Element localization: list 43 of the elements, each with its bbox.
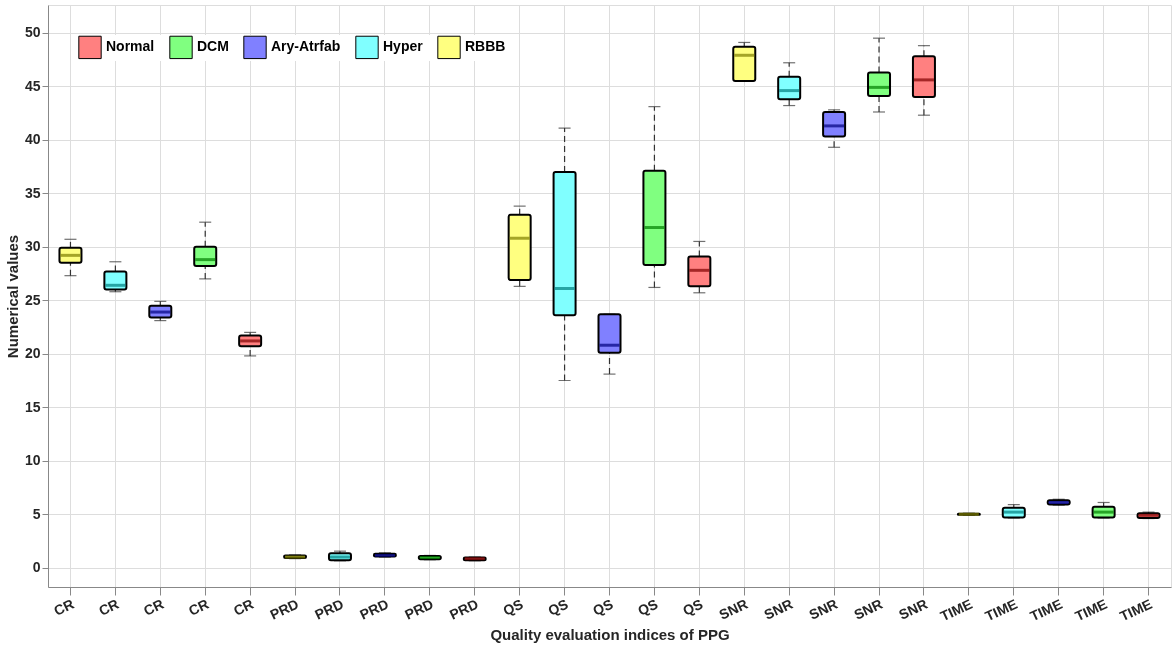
legend-label: Ary-Atrfab xyxy=(271,38,341,55)
y-tick-label: 15 xyxy=(24,398,41,415)
x-tick-label: TIME xyxy=(1072,595,1110,625)
x-tick-label: SNR xyxy=(896,595,930,623)
legend-label: DCM xyxy=(197,38,229,55)
y-tick-label: 10 xyxy=(24,452,41,469)
x-axis-title: Quality evaluation indices of PPG xyxy=(490,626,730,644)
legend-label: RBBB xyxy=(465,38,506,55)
x-tick-label: QS xyxy=(680,595,706,619)
x-tick-label: PRD xyxy=(447,595,481,623)
y-tick-label: 35 xyxy=(24,184,41,201)
x-tick-label: PRD xyxy=(312,595,346,623)
x-tick-label: QS xyxy=(590,595,616,619)
y-tick-label: 5 xyxy=(32,505,41,522)
x-tick-label: SNR xyxy=(716,595,751,623)
y-tick-label: 50 xyxy=(24,24,41,41)
x-tick-label: TIME xyxy=(982,595,1020,625)
x-tick-label: CR xyxy=(96,595,122,619)
legend-label: Normal xyxy=(106,38,155,55)
x-tick-label: SNR xyxy=(851,595,885,623)
y-axis-title: Numerical values xyxy=(3,234,21,359)
x-tick-label: QS xyxy=(500,595,526,619)
x-tick-label: SNR xyxy=(806,595,841,623)
y-tick-label: 20 xyxy=(24,345,41,362)
x-tick-label: QS xyxy=(545,595,571,619)
x-tick-label: CR xyxy=(230,595,257,619)
x-tick-label: PRD xyxy=(267,595,301,623)
y-tick-label: 40 xyxy=(24,131,41,148)
x-tick-label: CR xyxy=(186,595,212,619)
x-tick-label: CR xyxy=(141,595,167,619)
legend-label: Hyper xyxy=(383,38,424,55)
x-tick-label: TIME xyxy=(1117,595,1155,625)
x-tick-label: PRD xyxy=(357,595,391,623)
x-tick-label: TIME xyxy=(937,595,975,625)
y-tick-label: 45 xyxy=(24,77,41,94)
x-tick-label: PRD xyxy=(402,595,436,623)
y-tick-label: 0 xyxy=(32,559,41,576)
y-tick-label: 30 xyxy=(24,238,41,255)
x-tick-label: SNR xyxy=(761,595,796,623)
x-tick-label: QS xyxy=(635,595,661,619)
x-tick-label: TIME xyxy=(1027,595,1065,625)
y-tick-label: 25 xyxy=(24,291,41,308)
x-tick-label: CR xyxy=(51,595,77,619)
